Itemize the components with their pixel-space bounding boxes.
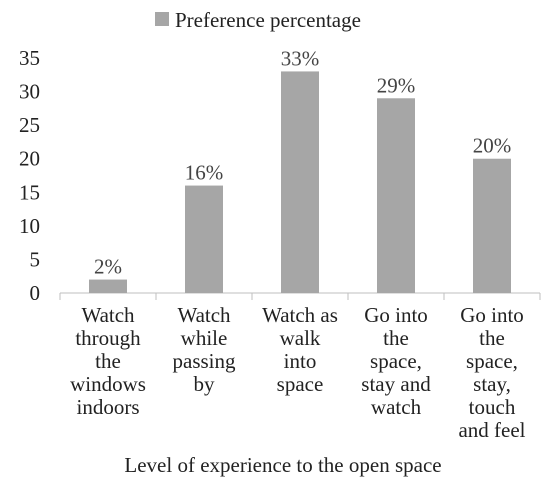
y-tick-label: 15: [19, 180, 40, 204]
y-tick-label: 35: [19, 46, 40, 70]
y-tick-label: 30: [19, 80, 40, 104]
y-axis: 0 5 10 15 20 25 30 35: [19, 46, 40, 305]
bar: [377, 98, 415, 294]
category-label-line: stay,: [473, 372, 511, 396]
category-label: Go into the space, stay and watch: [361, 303, 431, 419]
category-label-line: touch: [469, 395, 516, 419]
bar: [281, 71, 319, 293]
category-label-line: the: [383, 326, 409, 350]
category-label-line: through: [75, 326, 141, 350]
y-tick-label: 25: [19, 113, 40, 137]
bar: [89, 279, 127, 293]
y-tick-label: 20: [19, 147, 40, 171]
data-label: 29%: [377, 73, 416, 97]
y-tick-label: 5: [30, 247, 41, 271]
category-label-line: the: [95, 349, 121, 373]
category-label-line: Go into: [364, 303, 428, 327]
category-label-line: Watch: [81, 303, 135, 327]
category-label: Go into the space, stay, touch and feel: [458, 303, 525, 442]
data-label: 2%: [94, 255, 122, 279]
category-label-line: walk: [280, 326, 321, 350]
category-label-line: space,: [466, 349, 518, 373]
category-label-line: indoors: [77, 395, 140, 419]
category-label-line: space,: [370, 349, 422, 373]
legend: Preference percentage: [155, 8, 361, 32]
legend-label: Preference percentage: [175, 8, 361, 32]
bars: [89, 71, 511, 294]
data-label: 16%: [185, 161, 224, 185]
legend-swatch: [155, 12, 169, 26]
category-label-line: Watch: [177, 303, 231, 327]
category-label-line: space: [277, 372, 324, 396]
category-label-line: while: [181, 326, 228, 350]
category-label: Watch through the windows indoors: [70, 303, 146, 419]
y-tick-label: 10: [19, 214, 40, 238]
y-tick-label: 0: [30, 281, 41, 305]
category-label-line: by: [194, 372, 216, 396]
category-label-line: windows: [70, 372, 146, 396]
data-label: 33%: [281, 46, 320, 70]
category-label-line: Watch as: [262, 303, 338, 327]
category-label-line: into: [284, 349, 317, 373]
category-label-line: stay and: [361, 372, 431, 396]
category-label: Watch while passing by: [173, 303, 237, 396]
category-label-line: passing: [173, 349, 237, 373]
category-label-line: and feel: [458, 418, 525, 442]
bar: [473, 158, 511, 293]
data-label: 20%: [473, 134, 512, 158]
x-axis-title: Level of experience to the open space: [124, 453, 441, 477]
bar: [185, 185, 223, 293]
category-label: Watch as walk into space: [262, 303, 338, 396]
category-label-line: Go into: [460, 303, 524, 327]
x-axis: [59, 292, 541, 300]
category-label-line: the: [479, 326, 505, 350]
category-label-line: watch: [371, 395, 422, 419]
data-labels: 2% 16% 33% 29% 20%: [94, 46, 511, 278]
